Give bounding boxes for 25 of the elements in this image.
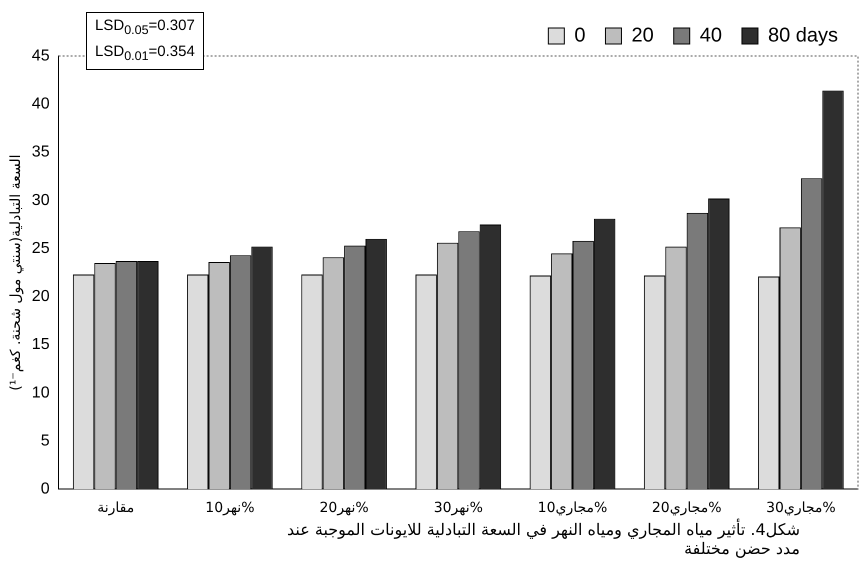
y-tick-label: 5 (40, 432, 50, 450)
annotation: LSD$_{0.01}$=0.354 (95, 42, 195, 65)
x-tick-label: مجاري10% (538, 500, 608, 516)
y-tick-label: 25 (32, 240, 50, 257)
y-axis-title: السعة التبادلية(سنتي مول شحنة. كغم⁻¹) (8, 154, 24, 391)
x-tick-label: نهر20% (319, 500, 369, 516)
x-tick-label: مقارنة (97, 500, 134, 516)
legend-label: 20 (631, 24, 654, 47)
x-tick-label: نهر30% (434, 500, 483, 516)
y-tick-label: 0 (40, 480, 50, 498)
legend-label: 80 days (768, 24, 838, 47)
legend-label: 0 (574, 24, 586, 47)
y-tick-label: 35 (32, 144, 50, 161)
legend-label: 40 (700, 24, 722, 47)
y-tick-label: 15 (32, 336, 50, 354)
text: شكل4. تأثير مياه المجاري ومياه النهر في السعة التبادلية للايونات الموجبة عند مدد حضن مختلفة (286, 520, 800, 558)
x-tick-label: مجاري30% (766, 500, 836, 516)
y-tick-label: 45 (32, 47, 50, 64)
y-tick-label: 20 (32, 288, 50, 306)
y-tick-label: 30 (32, 192, 50, 209)
y-tick-label: 40 (32, 96, 50, 113)
x-tick-label: نهر10% (205, 500, 255, 516)
text: LSD$_{0.05}$=0.307 (95, 16, 195, 39)
y-tick-label: 10 (32, 384, 50, 402)
x-tick-label: مجاري20% (652, 500, 722, 516)
